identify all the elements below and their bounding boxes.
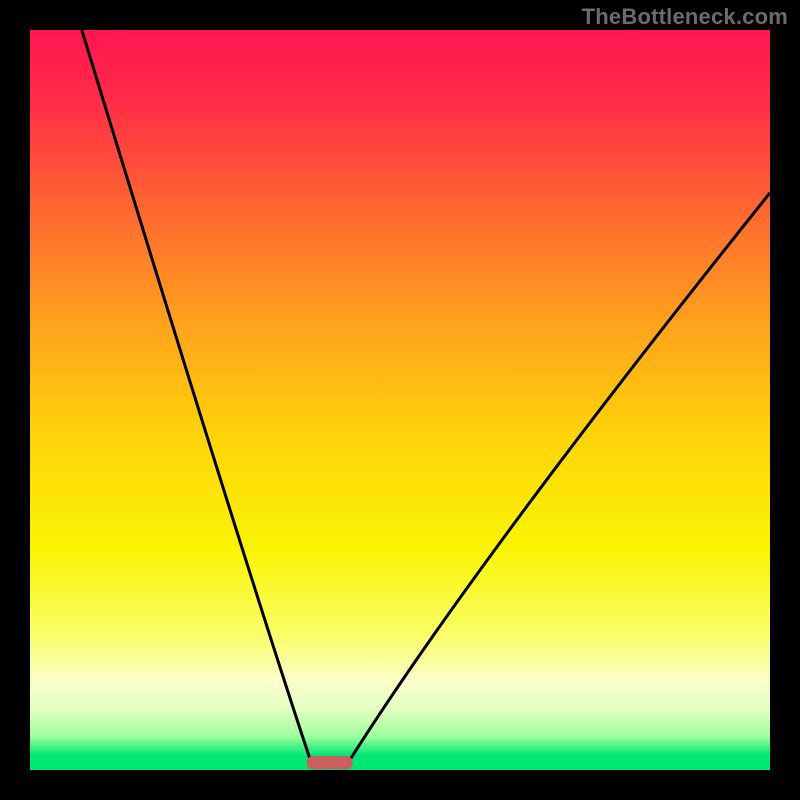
optimal-marker bbox=[307, 756, 353, 769]
bottleneck-chart bbox=[0, 0, 800, 800]
plot-area bbox=[30, 30, 770, 770]
chart-container: TheBottleneck.com bbox=[0, 0, 800, 800]
watermark-label: TheBottleneck.com bbox=[582, 4, 788, 30]
